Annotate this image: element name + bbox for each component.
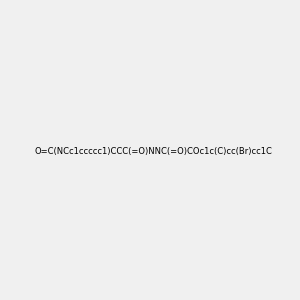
- Text: O=C(NCc1ccccc1)CCC(=O)NNC(=O)COc1c(C)cc(Br)cc1C: O=C(NCc1ccccc1)CCC(=O)NNC(=O)COc1c(C)cc(…: [35, 147, 273, 156]
